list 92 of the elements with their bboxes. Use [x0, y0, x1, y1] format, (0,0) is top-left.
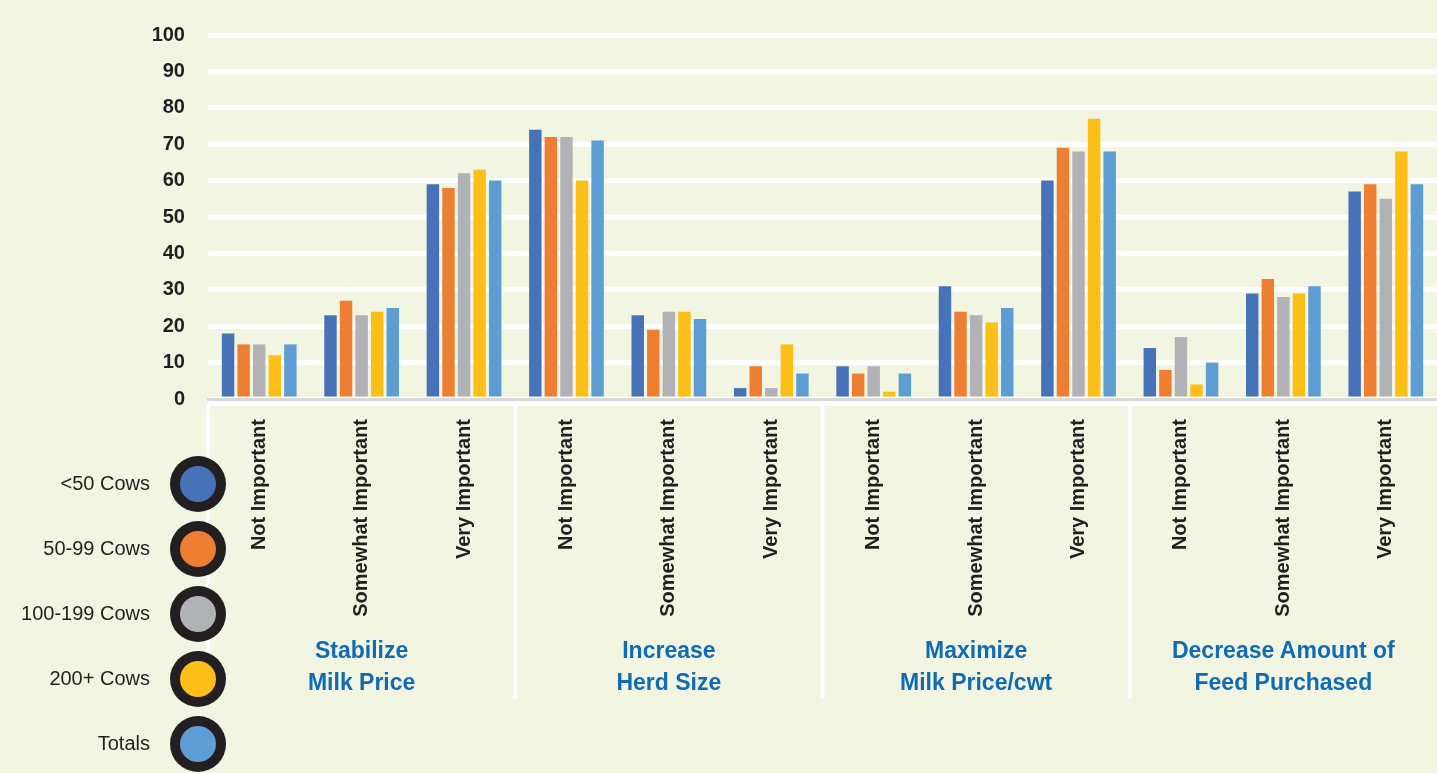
x-tick-label: Very Important [758, 418, 781, 560]
x-tick-label: Very Important [1066, 418, 1089, 560]
y-tick-label: 30 [162, 277, 185, 300]
bar [1001, 308, 1014, 397]
bar [1292, 293, 1306, 397]
bar [851, 373, 865, 397]
bar [1087, 118, 1101, 397]
bar [544, 136, 558, 397]
bar [252, 344, 266, 397]
bar [1246, 293, 1259, 397]
bar [1205, 362, 1219, 397]
x-tick-label: Not Important [1168, 418, 1191, 551]
bar [749, 366, 762, 397]
bar [1056, 147, 1070, 397]
y-tick-label: 10 [162, 350, 185, 373]
bar [529, 129, 542, 397]
bar [733, 388, 747, 397]
bar [954, 311, 967, 397]
x-tick-label: Somewhat Important [349, 418, 372, 617]
y-tick-label: 70 [162, 131, 185, 154]
y-tick-label: 50 [162, 204, 185, 227]
bar [867, 366, 880, 397]
bar [324, 315, 337, 397]
bar [560, 136, 573, 397]
bar [1379, 198, 1393, 397]
x-tick-label: Very Important [1373, 418, 1396, 560]
x-tick-label: Not Important [246, 418, 269, 551]
bar [591, 140, 604, 397]
bar [631, 315, 644, 397]
y-tick-label: 90 [162, 58, 185, 81]
legend-label: Totals [97, 732, 150, 755]
bar [473, 169, 486, 397]
bar [1308, 286, 1321, 397]
bar [457, 173, 471, 397]
bar [1190, 384, 1203, 397]
bar [339, 300, 353, 397]
bar [985, 322, 998, 397]
legend-label: 200+ Cows [49, 667, 150, 690]
bar [370, 311, 384, 397]
legend-label: 100-199 Cows [21, 602, 150, 625]
bar [1410, 184, 1424, 397]
bar [898, 373, 912, 397]
x-tick-label: Somewhat Important [963, 418, 986, 617]
bar [1348, 191, 1361, 397]
bar [442, 187, 455, 397]
bar [221, 333, 235, 397]
bar [1174, 337, 1188, 397]
text: Increase Herd Size [616, 637, 722, 696]
bar [386, 308, 399, 397]
x-tick-label: Somewhat Important [656, 418, 679, 617]
bar [426, 184, 440, 397]
bar [796, 373, 809, 397]
legend-label: 50-99 Cows [43, 537, 150, 560]
x-tick-label: Not Important [553, 418, 576, 551]
x-tick-label: Somewhat Important [1270, 418, 1293, 617]
bar [836, 366, 849, 397]
bar [284, 344, 297, 397]
bar [765, 388, 778, 397]
bar [237, 344, 250, 397]
y-tick-label: 80 [162, 95, 185, 118]
bar [1103, 151, 1116, 397]
y-tick-label: 100 [151, 22, 185, 45]
bar [1159, 369, 1172, 397]
bar [647, 329, 660, 397]
bar [1277, 297, 1290, 397]
bar [883, 391, 896, 397]
x-tick-label: Not Important [861, 418, 884, 551]
bar [1072, 151, 1085, 397]
bar [678, 311, 691, 397]
bar [969, 315, 983, 397]
bar [1261, 278, 1275, 397]
bar [1143, 348, 1157, 397]
y-tick-label: 20 [162, 313, 185, 336]
bar [1364, 184, 1377, 397]
text: Stabilize Milk Price [307, 637, 416, 696]
legend-label: <50 Cows [60, 472, 150, 495]
bar [938, 286, 952, 397]
x-tick-label: Very Important [451, 418, 474, 560]
bar [355, 315, 368, 397]
bar [1041, 180, 1054, 397]
y-tick-label: 0 [173, 386, 185, 409]
bar [1395, 151, 1408, 397]
y-tick-label: 60 [162, 168, 185, 191]
bar [575, 180, 589, 397]
bar [662, 311, 676, 397]
text: Decrease Amount of Feed Purchased [1171, 637, 1396, 696]
bar [488, 180, 502, 397]
bar [268, 355, 281, 397]
bar [780, 344, 794, 397]
text: Maximize Milk Price/cwt [900, 637, 1053, 696]
bar [693, 318, 707, 397]
y-tick-label: 40 [162, 240, 185, 263]
